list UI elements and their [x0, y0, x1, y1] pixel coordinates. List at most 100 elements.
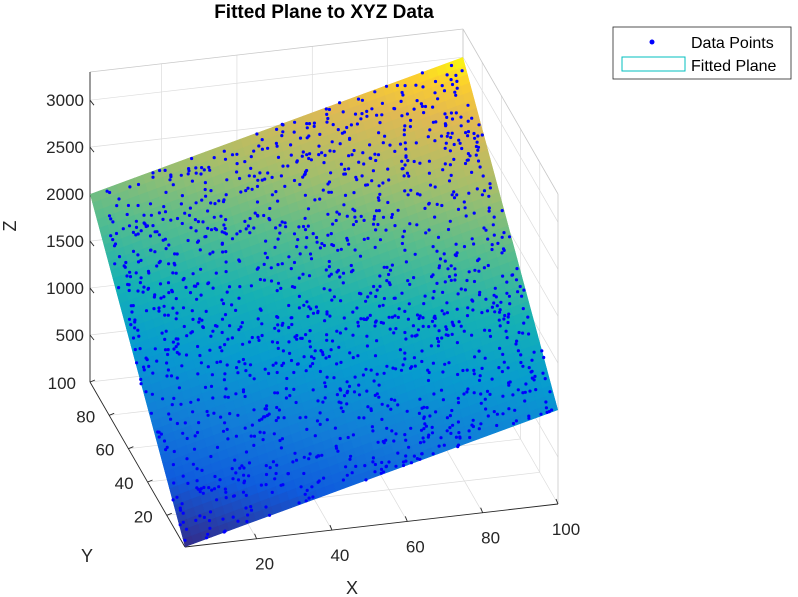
- data-point: [347, 384, 352, 388]
- data-point: [201, 220, 205, 224]
- data-point: [166, 368, 170, 372]
- data-point: [144, 390, 148, 394]
- data-point: [301, 224, 306, 229]
- data-point: [355, 306, 359, 310]
- data-point: [366, 405, 370, 409]
- data-point: [394, 432, 398, 436]
- data-point: [184, 353, 189, 357]
- data-point: [475, 140, 479, 144]
- data-point: [199, 267, 203, 271]
- data-point: [485, 389, 490, 393]
- data-point: [544, 400, 548, 404]
- data-point: [527, 366, 531, 370]
- data-point: [514, 419, 519, 423]
- data-point: [214, 228, 219, 232]
- data-point: [507, 312, 511, 316]
- data-point: [186, 172, 190, 176]
- data-point: [178, 523, 182, 527]
- z-tick-mark: [89, 99, 95, 106]
- data-point: [405, 171, 409, 175]
- data-point: [346, 435, 350, 440]
- data-point: [230, 153, 235, 157]
- data-point: [404, 155, 408, 159]
- data-point: [171, 183, 175, 187]
- data-point: [335, 270, 339, 274]
- data-point: [226, 437, 230, 441]
- data-point: [387, 272, 391, 277]
- data-point: [202, 168, 206, 172]
- data-point: [488, 334, 493, 338]
- y-tick-mark: [89, 379, 96, 383]
- data-point: [326, 212, 330, 216]
- data-point: [385, 279, 389, 283]
- data-point: [179, 173, 183, 177]
- data-point: [164, 247, 168, 251]
- data-point: [363, 464, 367, 468]
- data-point: [276, 323, 280, 327]
- data-point: [402, 229, 406, 233]
- data-point: [234, 471, 238, 475]
- data-point: [430, 425, 434, 429]
- data-point: [329, 232, 333, 236]
- data-point: [264, 464, 268, 468]
- x-tick-mark: [329, 524, 333, 531]
- data-point: [270, 340, 275, 344]
- data-point: [376, 440, 380, 444]
- data-point: [203, 385, 208, 389]
- data-point: [493, 310, 497, 314]
- data-point: [161, 397, 165, 401]
- data-point: [301, 150, 305, 154]
- data-point: [487, 206, 491, 210]
- data-point: [488, 186, 492, 190]
- data-point: [264, 407, 268, 411]
- data-point: [184, 285, 188, 289]
- data-point: [497, 366, 501, 370]
- data-point: [246, 186, 250, 190]
- data-point: [318, 197, 322, 201]
- data-point: [288, 351, 292, 355]
- data-point: [194, 518, 198, 523]
- data-point: [371, 456, 375, 460]
- data-point: [433, 91, 437, 95]
- data-point: [127, 317, 132, 321]
- data-point: [133, 347, 137, 352]
- data-point: [442, 89, 447, 93]
- data-point: [209, 334, 213, 338]
- data-point: [305, 488, 309, 492]
- data-point: [408, 125, 412, 129]
- data-point: [194, 201, 198, 205]
- data-point: [428, 183, 433, 187]
- data-point: [211, 329, 215, 333]
- data-point: [456, 207, 461, 211]
- data-point: [326, 182, 330, 186]
- data-point: [495, 304, 499, 308]
- data-point: [183, 538, 187, 542]
- data-point: [131, 336, 136, 340]
- data-point: [304, 333, 308, 337]
- data-point: [492, 301, 496, 305]
- data-point: [412, 276, 416, 280]
- data-point: [249, 166, 253, 170]
- data-point: [320, 242, 324, 246]
- data-point: [452, 324, 456, 328]
- data-point: [183, 421, 187, 425]
- data-point: [248, 373, 252, 377]
- data-point: [437, 329, 441, 333]
- data-point: [222, 530, 226, 534]
- data-point: [431, 361, 435, 365]
- data-point: [274, 141, 278, 145]
- data-point: [297, 294, 301, 298]
- data-point: [434, 410, 438, 414]
- data-point: [443, 162, 447, 166]
- data-point: [385, 265, 389, 269]
- data-point: [224, 218, 228, 222]
- data-point: [277, 329, 281, 333]
- data-point: [275, 289, 279, 293]
- data-point: [279, 446, 283, 450]
- data-point: [292, 130, 296, 134]
- data-point: [445, 429, 449, 433]
- data-point: [404, 260, 408, 264]
- data-point: [439, 436, 443, 440]
- data-point: [529, 370, 533, 374]
- data-point: [117, 197, 121, 201]
